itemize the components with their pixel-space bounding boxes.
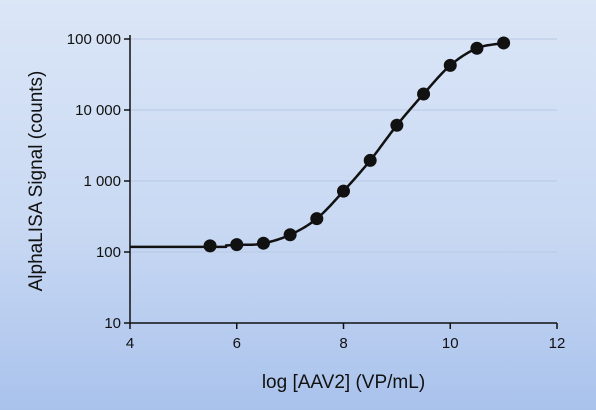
data-point: [470, 41, 484, 55]
gridlines: [130, 38, 557, 253]
data-point: [443, 58, 457, 72]
y-tick-label-4: 100 000: [67, 31, 121, 48]
data-point: [256, 236, 270, 250]
y-axis-title: AlphaLISA Signal (counts): [26, 71, 47, 292]
data-point: [417, 87, 431, 101]
data-point: [230, 238, 244, 252]
x-tick-label-3: 10: [442, 335, 459, 352]
data-point: [337, 184, 350, 198]
data-points: [203, 36, 511, 253]
data-point: [203, 239, 217, 253]
data-point: [497, 36, 511, 50]
x-tick-label-4: 12: [549, 335, 566, 352]
x-tick-label-1: 6: [233, 335, 241, 352]
y-tick-label-3: 10 000: [75, 102, 121, 119]
data-point: [283, 228, 297, 242]
y-ticks: 10 100 1 000 10 000 100 000: [67, 31, 130, 332]
x-axis-title: log [AAV2] (VP/mL): [262, 372, 425, 393]
y-tick-label-1: 100: [96, 244, 121, 261]
data-point: [310, 212, 324, 226]
x-tick-label-2: 8: [339, 335, 347, 352]
y-tick-label-2: 1 000: [83, 173, 121, 190]
axes: [129, 35, 557, 324]
data-point: [390, 118, 404, 132]
x-ticks: 4 6 8 10 12: [126, 323, 566, 352]
y-tick-label-0: 10: [104, 315, 121, 332]
data-point: [363, 153, 377, 167]
x-tick-label-0: 4: [126, 335, 134, 352]
